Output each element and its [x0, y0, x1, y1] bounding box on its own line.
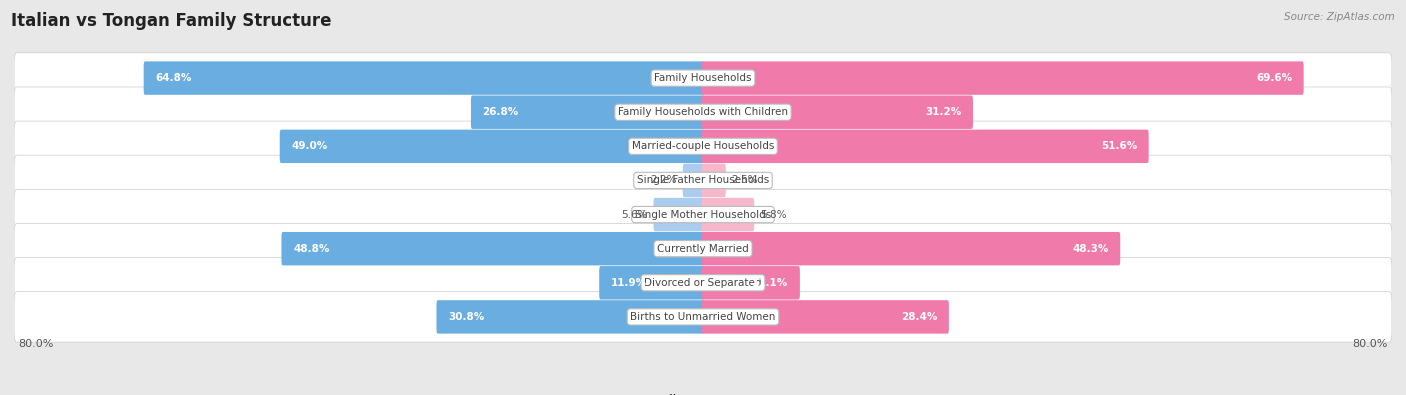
Text: 31.2%: 31.2% [925, 107, 962, 117]
FancyBboxPatch shape [702, 96, 973, 129]
Text: 69.6%: 69.6% [1256, 73, 1292, 83]
FancyBboxPatch shape [14, 155, 1392, 206]
Text: Single Mother Households: Single Mother Households [636, 210, 770, 220]
FancyBboxPatch shape [14, 121, 1392, 171]
FancyBboxPatch shape [471, 96, 704, 129]
Text: Family Households: Family Households [654, 73, 752, 83]
FancyBboxPatch shape [14, 292, 1392, 342]
Text: 11.9%: 11.9% [610, 278, 647, 288]
Text: 2.5%: 2.5% [731, 175, 758, 185]
Text: 2.2%: 2.2% [651, 175, 678, 185]
FancyBboxPatch shape [654, 198, 704, 231]
Text: 49.0%: 49.0% [291, 141, 328, 151]
FancyBboxPatch shape [702, 130, 1149, 163]
FancyBboxPatch shape [702, 266, 800, 299]
FancyBboxPatch shape [14, 189, 1392, 240]
Text: Source: ZipAtlas.com: Source: ZipAtlas.com [1284, 12, 1395, 22]
FancyBboxPatch shape [14, 224, 1392, 274]
Text: 5.6%: 5.6% [621, 210, 648, 220]
FancyBboxPatch shape [683, 164, 704, 197]
Text: Italian vs Tongan Family Structure: Italian vs Tongan Family Structure [11, 12, 332, 30]
FancyBboxPatch shape [702, 198, 754, 231]
Text: Divorced or Separated: Divorced or Separated [644, 278, 762, 288]
Text: Family Households with Children: Family Households with Children [619, 107, 787, 117]
FancyBboxPatch shape [281, 232, 704, 265]
FancyBboxPatch shape [702, 164, 725, 197]
Text: 30.8%: 30.8% [449, 312, 484, 322]
FancyBboxPatch shape [702, 61, 1303, 95]
Text: 5.8%: 5.8% [759, 210, 786, 220]
Text: 64.8%: 64.8% [155, 73, 191, 83]
Text: 48.3%: 48.3% [1073, 244, 1108, 254]
FancyBboxPatch shape [14, 53, 1392, 103]
FancyBboxPatch shape [702, 300, 949, 334]
Text: 51.6%: 51.6% [1101, 141, 1137, 151]
Text: 80.0%: 80.0% [18, 339, 53, 348]
Text: Currently Married: Currently Married [657, 244, 749, 254]
FancyBboxPatch shape [702, 232, 1121, 265]
FancyBboxPatch shape [14, 87, 1392, 137]
Text: Births to Unmarried Women: Births to Unmarried Women [630, 312, 776, 322]
FancyBboxPatch shape [280, 130, 704, 163]
Text: 11.1%: 11.1% [752, 278, 789, 288]
FancyBboxPatch shape [143, 61, 704, 95]
Text: Married-couple Households: Married-couple Households [631, 141, 775, 151]
FancyBboxPatch shape [14, 258, 1392, 308]
Text: 48.8%: 48.8% [292, 244, 329, 254]
Text: 26.8%: 26.8% [482, 107, 519, 117]
Text: 28.4%: 28.4% [901, 312, 938, 322]
FancyBboxPatch shape [599, 266, 704, 299]
Text: 80.0%: 80.0% [1353, 339, 1388, 348]
Legend: Italian, Tongan: Italian, Tongan [633, 394, 773, 395]
Text: Single Father Households: Single Father Households [637, 175, 769, 185]
FancyBboxPatch shape [436, 300, 704, 334]
